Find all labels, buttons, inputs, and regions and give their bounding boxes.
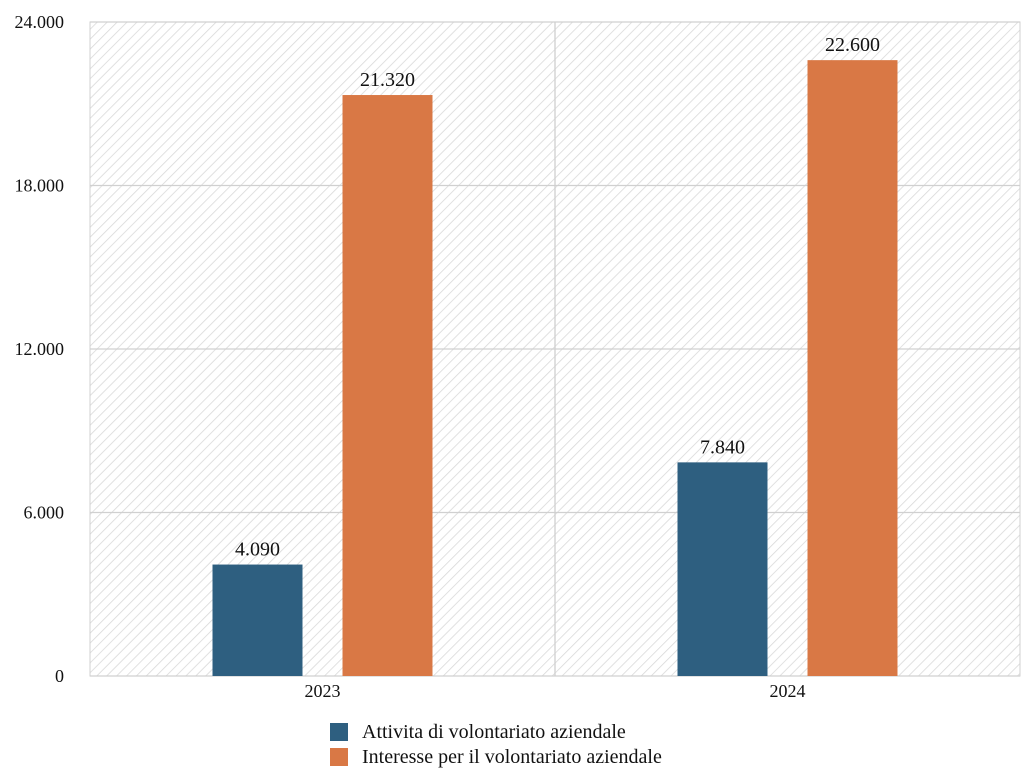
legend-swatch (330, 723, 348, 741)
bar (807, 60, 898, 676)
legend-label: Interesse per il volontariato aziendale (362, 746, 662, 768)
data-label: 7.840 (700, 436, 745, 458)
plot-area-border (89, 21, 1021, 677)
bars (212, 60, 898, 676)
legend: Attivita di volontariato aziendale Intere… (330, 721, 662, 768)
legend-label: Attivita di volontariato aziendale (362, 721, 626, 743)
y-tick-label: 6.000 (24, 503, 65, 523)
data-label: 22.600 (825, 34, 880, 56)
y-tick-label: 12.000 (15, 339, 65, 359)
x-tick-label: 2024 (770, 681, 806, 701)
bar (677, 462, 768, 676)
legend-swatch (330, 748, 348, 766)
bar (342, 95, 433, 676)
data-labels: 4.090 21.320 7.840 22.600 (235, 34, 880, 560)
y-tick-label: 0 (55, 666, 64, 686)
y-tick-label: 24.000 (15, 12, 65, 32)
x-tick-label: 2023 (305, 681, 341, 701)
x-axis: 2023 2024 (305, 681, 806, 701)
bar (212, 564, 303, 676)
data-label: 4.090 (235, 539, 280, 561)
data-label: 21.320 (360, 69, 415, 91)
y-axis: 0 6.000 12.000 18.000 24.000 (15, 12, 65, 686)
y-tick-label: 18.000 (15, 176, 65, 196)
